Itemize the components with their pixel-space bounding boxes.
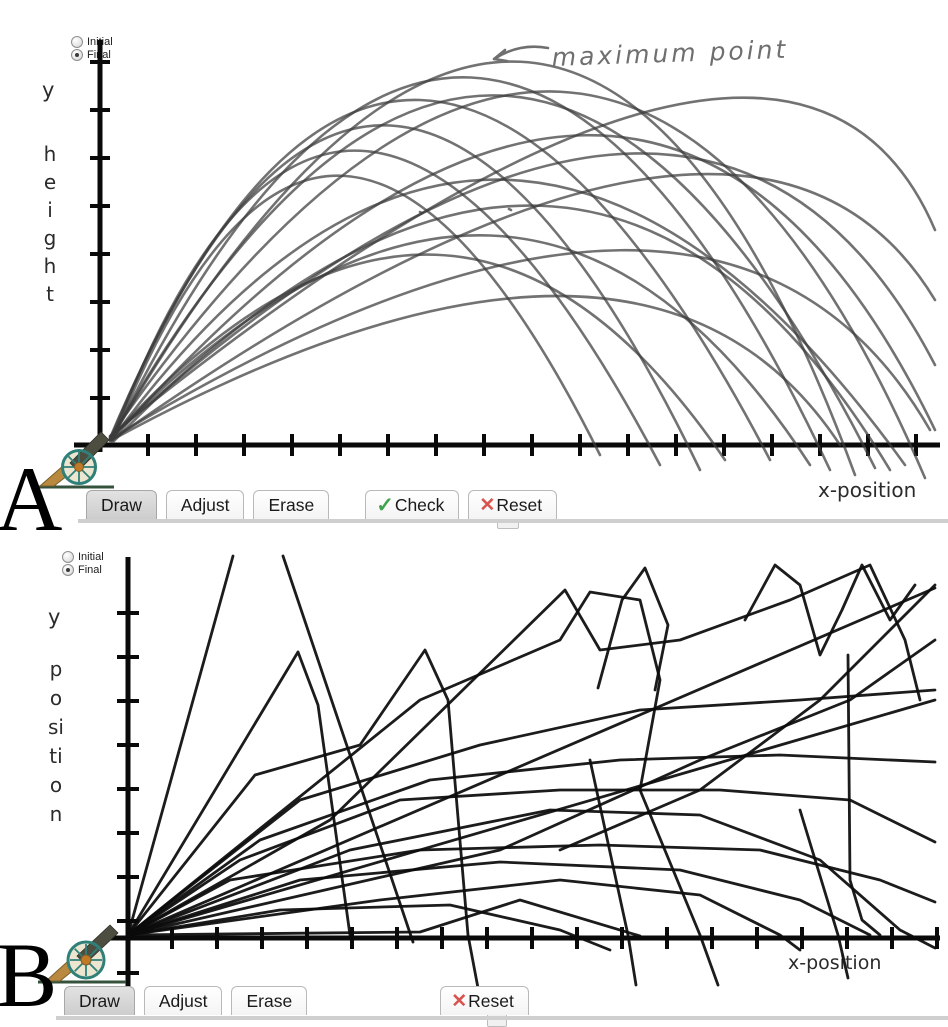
- radio-final[interactable]: Final: [62, 564, 104, 576]
- x-axis-label: x-position: [788, 952, 882, 974]
- axes-b: [104, 557, 940, 987]
- y-axis-label-word2: height: [43, 142, 57, 306]
- x-axis-ticks: [170, 927, 939, 949]
- y-axis-ticks: [90, 60, 110, 400]
- reset-x-icon: ✕: [479, 494, 496, 516]
- radio-final-label: Final: [87, 49, 111, 61]
- axes-a: [74, 40, 940, 456]
- check-button[interactable]: ✓ Check: [365, 490, 460, 519]
- annotation-text: maximum point: [551, 35, 789, 72]
- tab-erase[interactable]: Erase: [253, 490, 330, 519]
- scrollbar-track-b[interactable]: [56, 1016, 948, 1020]
- view-radio-group-a: Initial Final: [71, 36, 113, 61]
- y-axis-label-word1: y: [42, 78, 55, 102]
- panel-a: Initial Final y height x-position A maxi…: [0, 0, 948, 545]
- reset-x-icon: ✕: [451, 990, 468, 1012]
- y-axis-ticks: [117, 611, 139, 975]
- trajectories-b: [126, 554, 937, 990]
- reset-button[interactable]: ✕ Reset: [468, 490, 558, 519]
- tab-draw[interactable]: Draw: [64, 986, 135, 1015]
- radio-final-label: Final: [78, 564, 102, 576]
- view-radio-group-b: Initial Final: [62, 551, 104, 576]
- y-axis-label-word1: y: [48, 605, 61, 629]
- plot-a: maximum point: [32, 35, 940, 489]
- radio-initial-icon: [62, 551, 74, 563]
- radio-initial-icon: [71, 36, 83, 48]
- radio-initial[interactable]: Initial: [62, 551, 104, 563]
- radio-initial[interactable]: Initial: [71, 36, 113, 48]
- radio-initial-label: Initial: [87, 36, 113, 48]
- x-axis-label: x-position: [818, 478, 917, 502]
- annotation-arrow-icon: [492, 45, 550, 63]
- toolbar-b: Draw Adjust Erase ✕ Reset: [64, 986, 538, 1015]
- figure-label-a: A: [0, 448, 63, 550]
- radio-final[interactable]: Final: [71, 49, 113, 61]
- panel-b: Initial Final y position x-position B Dr…: [0, 545, 948, 1027]
- y-axis-label-word2: position: [48, 657, 64, 826]
- figure-label-b: B: [0, 924, 58, 1026]
- annotation-maximum-point: maximum point: [492, 35, 789, 72]
- reset-button[interactable]: ✕ Reset: [440, 986, 529, 1015]
- radio-initial-label: Initial: [78, 551, 104, 563]
- x-axis-ticks: [146, 434, 918, 456]
- tab-adjust[interactable]: Adjust: [165, 490, 245, 519]
- scrollbar-track-a[interactable]: [78, 519, 948, 523]
- tab-draw[interactable]: Draw: [86, 490, 157, 519]
- trajectories-a: [108, 60, 937, 480]
- check-icon: ✓: [376, 493, 394, 517]
- tab-erase[interactable]: Erase: [231, 986, 308, 1015]
- tab-adjust[interactable]: Adjust: [143, 986, 223, 1015]
- radio-final-icon: [62, 564, 74, 576]
- radio-final-icon: [71, 49, 83, 61]
- toolbar-a: Draw Adjust Erase ✓ Check ✕ Reset: [86, 490, 566, 519]
